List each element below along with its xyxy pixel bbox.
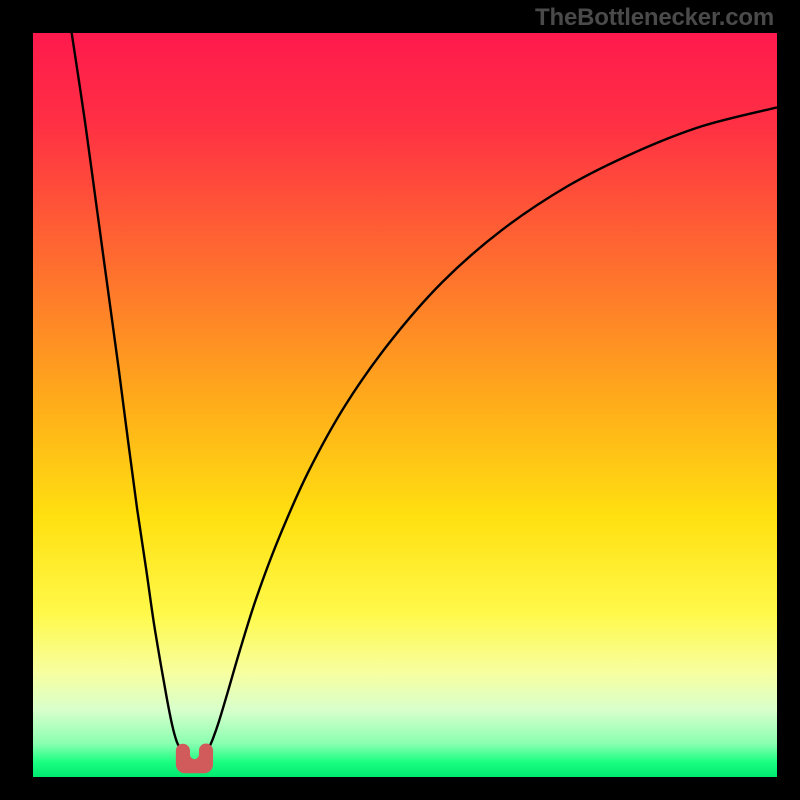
curve-right-branch	[209, 107, 777, 748]
minimum-marker	[176, 744, 213, 774]
chart-container: TheBottlenecker.com	[0, 0, 800, 800]
watermark-text: TheBottlenecker.com	[535, 4, 774, 32]
curve-left-branch	[72, 33, 181, 749]
curve-overlay	[33, 33, 777, 777]
plot-area	[33, 33, 777, 777]
